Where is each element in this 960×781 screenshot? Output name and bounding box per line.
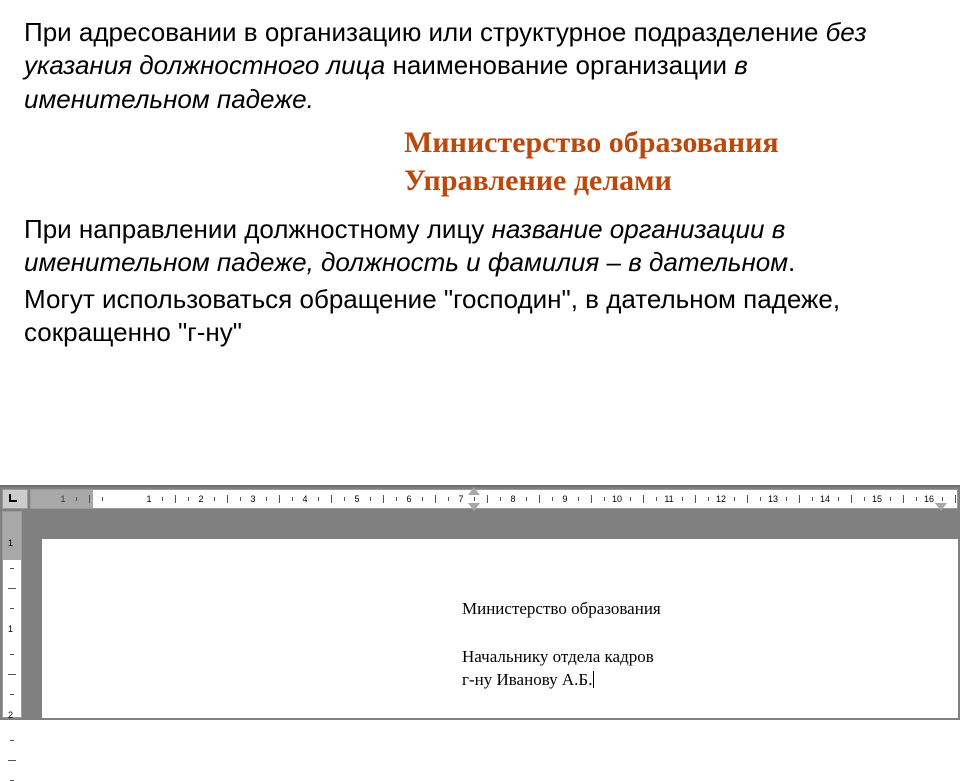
left-indent-marker[interactable]: [468, 503, 480, 511]
example-1: Министерство образования Управление дела…: [24, 124, 940, 201]
doc-line-1: Министерство образования: [42, 597, 938, 621]
word-editor-screenshot: 112345678910111213141516 112 Министерств…: [0, 485, 960, 720]
doc-line-blank: [42, 621, 938, 645]
document-area[interactable]: Министерство образования Начальнику отде…: [30, 511, 958, 718]
p1-seg3: наименование организации: [385, 50, 734, 80]
doc-line-4-text: г-ну Иванову А.Б.: [462, 670, 592, 689]
p1-seg1: При адресовании в организацию или структ…: [24, 17, 826, 47]
ruler-margin-top: [3, 512, 21, 560]
p2-seg1: При направлении должностному лицу: [24, 214, 492, 244]
paragraph-1: При адресовании в организацию или структ…: [24, 16, 940, 116]
p2-seg3: должность и фамилия – в дательном: [314, 247, 788, 277]
ruler-corner: [2, 489, 28, 509]
doc-line-4: г-ну Иванову А.Б.: [42, 668, 938, 692]
horizontal-ruler[interactable]: 112345678910111213141516: [30, 489, 958, 509]
example1-line1: Министерство образования: [404, 124, 940, 162]
document-page[interactable]: Министерство образования Начальнику отде…: [42, 539, 958, 718]
right-indent-marker[interactable]: [935, 503, 947, 511]
paragraph-3: Могут использоваться обращение "господин…: [24, 283, 940, 350]
doc-line-3: Начальнику отдела кадров: [42, 645, 938, 669]
first-line-indent-marker[interactable]: [468, 487, 480, 495]
tab-align-icon: [9, 494, 17, 502]
slide-content: При адресовании в организацию или структ…: [0, 0, 960, 350]
example1-line2: Управление делами: [404, 162, 940, 200]
text-cursor: [593, 671, 594, 688]
p2-seg4: .: [788, 247, 795, 277]
vertical-ruler[interactable]: 112: [2, 511, 22, 718]
paragraph-2: При направлении должностному лицу назван…: [24, 213, 940, 280]
ruler-ticks: 112345678910111213141516: [31, 490, 957, 508]
page-content[interactable]: Министерство образования Начальнику отде…: [42, 539, 958, 692]
